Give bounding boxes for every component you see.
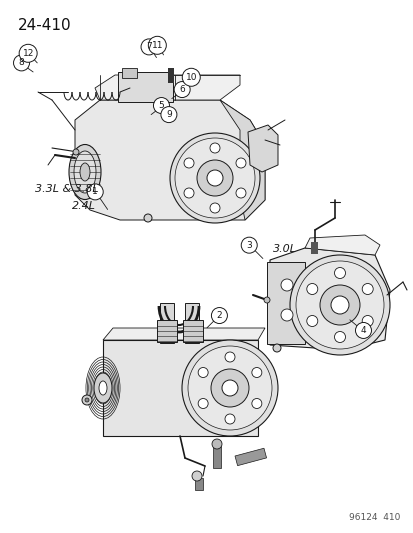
Polygon shape [247,125,277,172]
Circle shape [82,395,92,405]
Circle shape [235,188,245,198]
Circle shape [209,203,219,213]
Text: 3.0L: 3.0L [273,244,297,254]
Text: 7: 7 [146,43,152,51]
Polygon shape [304,235,379,255]
Text: 9: 9 [166,110,171,119]
Ellipse shape [69,144,101,199]
Text: 4: 4 [360,326,366,335]
Circle shape [73,149,79,155]
Circle shape [183,158,194,168]
Text: 3.3L & 3.8L: 3.3L & 3.8L [35,184,99,194]
Circle shape [235,158,245,168]
Bar [195,478,202,490]
Circle shape [183,188,194,198]
Circle shape [174,82,190,98]
Bar [103,340,257,436]
Text: 2: 2 [216,311,222,320]
Circle shape [141,39,157,55]
Polygon shape [269,248,389,350]
Bar [183,320,202,342]
Circle shape [355,322,370,338]
Circle shape [153,98,169,114]
Circle shape [241,237,256,253]
Circle shape [170,133,259,223]
Circle shape [161,107,176,123]
Circle shape [251,367,261,377]
Circle shape [144,214,152,222]
Circle shape [272,344,280,352]
Circle shape [182,340,277,436]
Bar [235,448,266,466]
Text: 24-410: 24-410 [18,18,71,33]
Bar [157,320,177,342]
Ellipse shape [80,163,90,181]
Circle shape [85,398,89,402]
Circle shape [361,284,372,295]
Circle shape [280,279,292,291]
Text: 5: 5 [158,101,164,110]
Circle shape [87,184,103,200]
Text: 8: 8 [19,59,24,67]
Circle shape [221,380,237,396]
Circle shape [334,332,345,343]
Bar [118,72,173,102]
Circle shape [361,316,372,327]
Text: 3: 3 [246,241,252,249]
Circle shape [148,36,166,54]
Text: 12: 12 [22,49,34,58]
Circle shape [19,44,37,62]
Text: 10: 10 [185,73,197,82]
Circle shape [182,68,200,86]
Circle shape [224,414,235,424]
Circle shape [224,352,235,362]
Bar [159,303,173,343]
Ellipse shape [94,373,112,403]
Circle shape [211,369,248,407]
Bar [266,262,304,344]
Polygon shape [75,100,264,220]
Circle shape [280,309,292,321]
Text: 1: 1 [92,188,98,196]
Circle shape [306,284,317,295]
Bar [212,446,221,468]
Ellipse shape [99,381,107,395]
Circle shape [175,138,254,218]
Circle shape [263,297,269,303]
Circle shape [334,268,345,279]
Circle shape [319,285,359,325]
Bar [310,242,317,254]
Circle shape [295,261,383,349]
Circle shape [330,296,348,314]
Bar [122,68,137,78]
Circle shape [211,439,221,449]
Bar [185,303,199,343]
Polygon shape [219,100,264,220]
Circle shape [198,367,208,377]
Circle shape [206,170,223,186]
Text: 6: 6 [179,85,185,94]
Ellipse shape [74,151,96,193]
Circle shape [192,471,202,481]
Circle shape [209,143,219,153]
Bar [168,68,173,83]
Polygon shape [95,75,240,100]
Circle shape [289,255,389,355]
Text: 11: 11 [151,41,163,50]
Polygon shape [103,328,264,340]
Circle shape [197,160,233,196]
Text: 2.4L: 2.4L [72,201,96,212]
Circle shape [251,399,261,408]
Circle shape [188,346,271,430]
Circle shape [306,316,317,327]
Circle shape [14,55,29,71]
Circle shape [198,399,208,408]
Circle shape [211,308,227,324]
Text: 96124  410: 96124 410 [348,513,399,522]
